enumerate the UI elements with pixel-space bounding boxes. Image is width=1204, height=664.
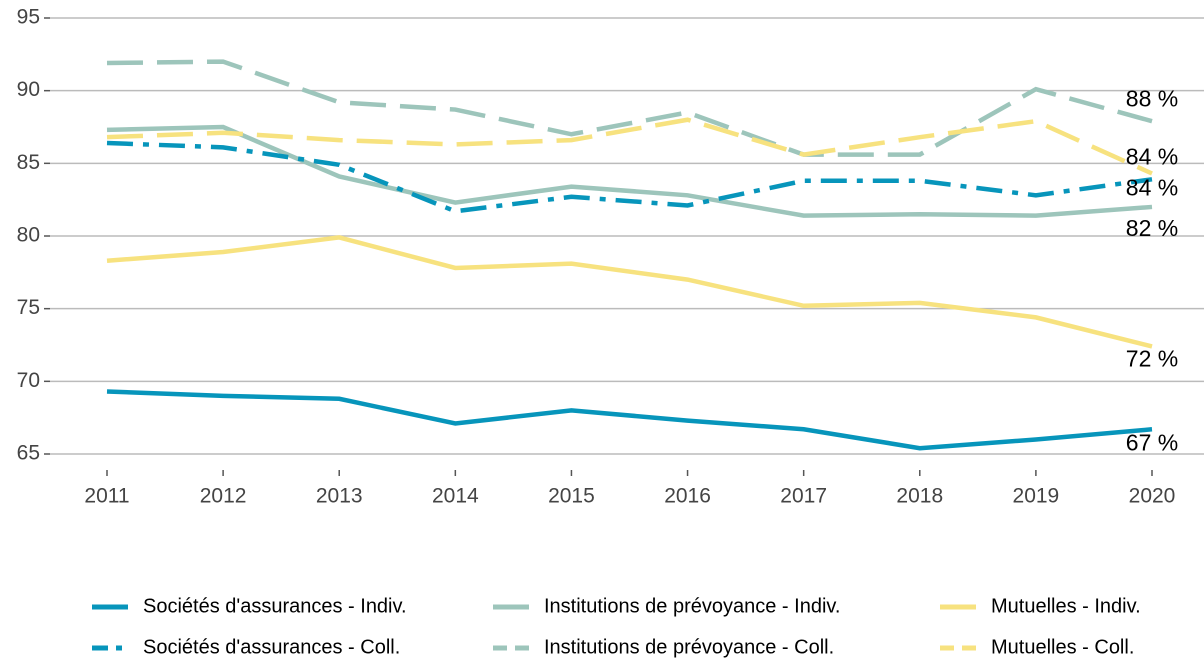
series-line — [106, 235, 1153, 349]
y-tick-label: 95 — [17, 6, 40, 29]
legend-label: Mutuelles - Indiv. — [991, 595, 1141, 617]
value-label: 84 % — [1126, 144, 1178, 170]
series-line — [106, 389, 1153, 451]
x-tick-label: 2011 — [84, 485, 129, 508]
value-label: 67 % — [1126, 429, 1178, 455]
series-line — [106, 59, 1153, 157]
legend-label: Institutions de prévoyance - Coll. — [544, 636, 834, 658]
y-tick-label: 90 — [17, 78, 40, 101]
series-line — [106, 140, 1153, 214]
x-tick-label: 2019 — [1013, 485, 1060, 508]
legend-label: Sociétés d'assurances - Indiv. — [143, 595, 407, 617]
x-tick-label: 2017 — [780, 485, 827, 508]
y-tick-label: 75 — [17, 296, 40, 319]
legend-label: Institutions de prévoyance - Indiv. — [544, 595, 840, 617]
y-tick-label: 70 — [17, 369, 40, 392]
y-tick-label: 85 — [17, 151, 40, 174]
x-tick-label: 2013 — [316, 485, 363, 508]
x-tick-label: 2015 — [548, 485, 595, 508]
series-line — [106, 124, 1153, 218]
x-tick-label: 2020 — [1129, 485, 1176, 508]
y-tick-label: 65 — [17, 442, 40, 465]
legend-label: Mutuelles - Coll. — [991, 636, 1134, 658]
value-label: 72 % — [1126, 346, 1178, 372]
y-tick-label: 80 — [17, 224, 40, 247]
legend-label: Sociétés d'assurances - Coll. — [143, 636, 400, 658]
x-tick-label: 2016 — [664, 485, 711, 508]
value-label: 82 % — [1126, 215, 1178, 241]
value-label: 84 % — [1126, 174, 1178, 200]
x-tick-label: 2014 — [432, 485, 479, 508]
series-line — [106, 117, 1153, 176]
value-label: 88 % — [1126, 85, 1178, 111]
x-tick-label: 2012 — [200, 485, 247, 508]
x-tick-label: 2018 — [896, 485, 943, 508]
